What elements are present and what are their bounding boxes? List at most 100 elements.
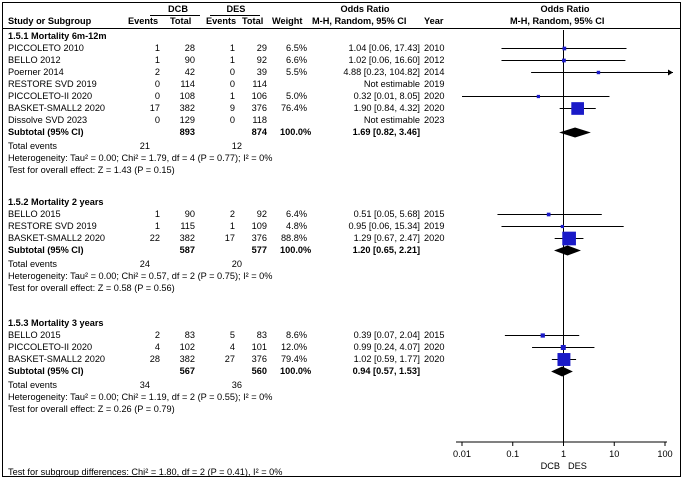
study-year: 2020 [424,103,445,113]
study-name: BASKET-SMALL2 2020 [8,103,106,113]
study-dcb-events: 0 [154,91,160,101]
study-weight: 6.6% [286,55,307,65]
col-method-left: M-H, Random, 95% CI [312,16,407,26]
study-dcb-total: 115 [180,221,195,231]
study-or-ci: 0.95 [0.06, 15.34] [348,221,420,231]
study-or-ci: 1.02 [0.06, 16.60] [348,55,420,65]
study-or-ci: 4.88 [0.23, 104.82] [343,67,420,77]
header-dcb: DCB [168,4,188,14]
col-year: Year [424,16,444,26]
col-dcb-total: Total [170,16,192,26]
study-des-events: 27 [224,354,235,364]
study-weight: 88.8% [280,233,307,243]
subtotal-weight: 100.0% [280,127,312,137]
subtotal-des-total: 874 [251,127,267,137]
total-events-des: 36 [231,380,242,390]
study-year: 2020 [424,342,445,352]
study-weight: 8.6% [286,330,307,340]
subtotal-dcb-total: 567 [179,366,195,376]
total-events-dcb: 24 [139,259,150,269]
study-des-total: 101 [251,342,267,352]
study-dcb-total: 90 [184,55,195,65]
study-name: BELLO 2015 [8,330,61,340]
study-dcb-events: 2 [154,67,160,77]
study-dcb-events: 1 [154,221,160,231]
subtotal-weight: 100.0% [280,245,312,255]
subtotal-label: Subtotal (95% CI) [8,366,84,376]
study-weight: 6.4% [286,209,307,219]
study-weight: 5.0% [286,91,307,101]
study-weight: 6.5% [286,43,307,53]
study-dcb-events: 0 [154,79,160,89]
study-marker [560,224,564,229]
study-marker [557,353,571,366]
study-des-events: 1 [229,91,235,101]
subgroup-title: 1.5.1 Mortality 6m-12m [8,31,107,41]
study-dcb-events: 28 [149,354,160,364]
study-des-total: 376 [251,354,267,364]
study-marker [596,70,601,75]
study-name: PICCOLETO 2010 [8,43,84,53]
header-or-right: Odds Ratio [540,4,590,14]
study-dcb-events: 0 [154,115,160,125]
heterogeneity-text: Heterogeneity: Tau² = 0.00; Chi² = 1.19,… [8,392,273,402]
x-tick-label: 0.01 [453,449,471,459]
study-year: 2015 [424,330,445,340]
study-marker [560,344,566,351]
study-des-events: 1 [229,43,235,53]
study-or-ci: 0.99 [0.24, 4.07] [353,342,420,352]
study-dcb-total: 28 [184,43,195,53]
total-events-des: 12 [231,141,242,151]
study-or-ci: 0.51 [0.05, 5.68] [353,209,420,219]
subtotal-label: Subtotal (95% CI) [8,245,84,255]
study-des-events: 0 [229,79,235,89]
study-name: BASKET-SMALL2 2020 [8,354,106,364]
study-or-ci: 1.04 [0.06, 17.43] [348,43,420,53]
subtotal-or-ci: 0.94 [0.57, 1.53] [352,366,420,376]
study-weight: 5.5% [286,67,307,77]
subgroup-title: 1.5.2 Mortality 2 years [8,197,104,207]
overall-effect-text: Test for overall effect: Z = 0.26 (P = 0… [8,404,175,414]
study-year: 2015 [424,209,445,219]
study-name: PICCOLETO-II 2020 [8,342,93,352]
subtotal-or-ci: 1.69 [0.82, 3.46] [352,127,420,137]
study-des-total: 118 [252,115,267,125]
study-weight: 4.8% [286,221,307,231]
pooled-diamond [551,366,573,377]
study-dcb-total: 102 [179,342,195,352]
study-year: 2019 [424,79,445,89]
study-des-events: 17 [224,233,235,243]
total-events-label: Total events [8,141,58,151]
study-marker [540,333,545,338]
study-or-ci: 0.32 [0.01, 8.05] [353,91,420,101]
study-name: BELLO 2012 [8,55,61,65]
study-or-ci: Not estimable [363,79,420,89]
col-study: Study or Subgroup [8,16,92,26]
study-name: RESTORE SVD 2019 [8,79,97,89]
subtotal-weight: 100.0% [280,366,312,376]
study-dcb-total: 129 [179,115,195,125]
study-year: 2010 [424,43,445,53]
study-marker [546,212,551,217]
study-des-events: 4 [229,342,235,352]
ci-arrow [668,69,673,76]
study-des-total: 92 [256,55,267,65]
total-events-label: Total events [8,380,58,390]
study-des-total: 109 [251,221,267,231]
study-or-ci: 1.29 [0.67, 2.47] [353,233,420,243]
study-des-events: 1 [229,221,235,231]
study-year: 2023 [424,115,445,125]
study-des-events: 9 [229,103,235,113]
study-des-events: 0 [229,115,235,125]
study-weight: 76.4% [280,103,307,113]
x-tick-label: 10 [609,449,619,459]
x-tick-label: 1 [561,449,566,459]
pooled-diamond [559,127,591,138]
overall-effect-text: Test for overall effect: Z = 0.58 (P = 0… [8,283,175,293]
study-des-total: 376 [251,233,267,243]
study-dcb-events: 1 [154,55,160,65]
overall-effect-text: Test for overall effect: Z = 1.43 (P = 0… [8,165,175,175]
study-des-events: 0 [229,67,235,77]
study-year: 2012 [424,55,445,65]
